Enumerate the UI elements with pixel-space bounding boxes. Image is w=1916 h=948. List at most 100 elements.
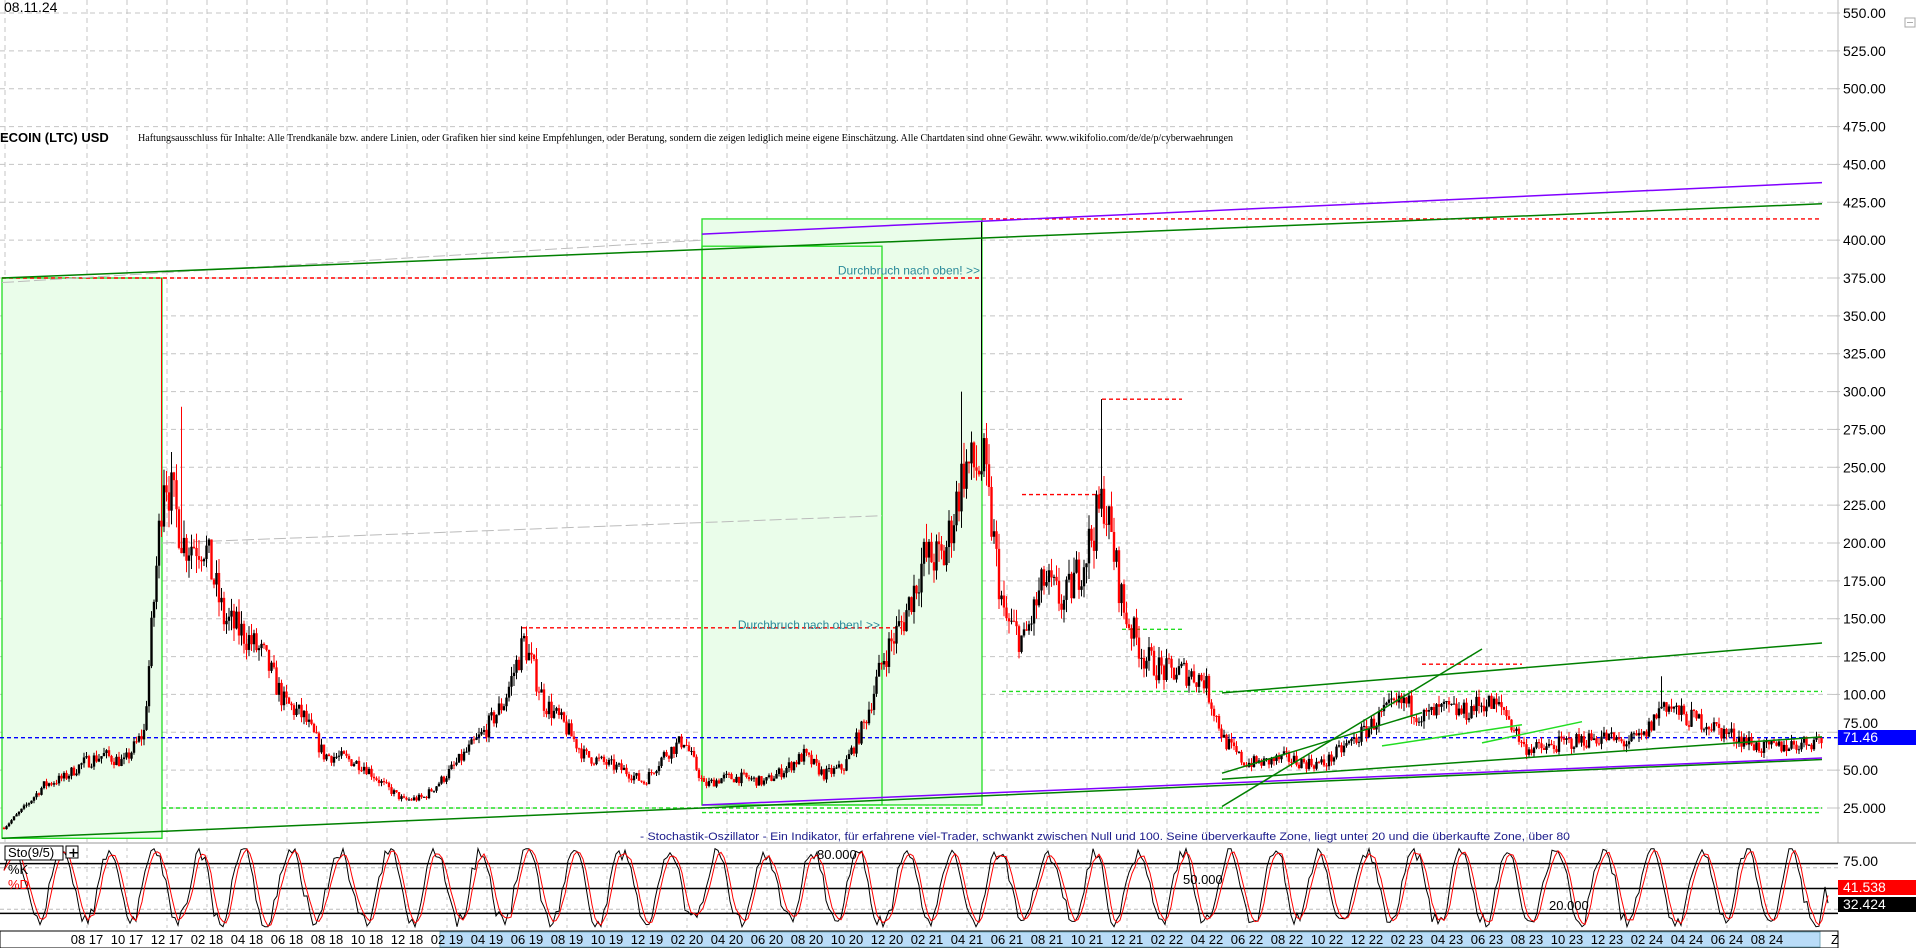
candle-body	[1717, 723, 1721, 728]
candle-body	[1107, 506, 1111, 525]
candle-body	[165, 485, 168, 493]
candle-body	[1312, 765, 1316, 769]
candle-body	[1222, 734, 1226, 738]
candle-body	[975, 467, 978, 471]
candle-body	[940, 544, 943, 551]
candle-body	[780, 768, 783, 778]
candle-body	[575, 739, 578, 749]
candle-body	[347, 755, 351, 760]
candle-body	[1157, 657, 1161, 681]
candle-body	[1315, 761, 1318, 769]
candle-body	[747, 776, 751, 780]
candle-body	[332, 756, 336, 763]
trend-lines[interactable]	[1, 181, 1823, 840]
candle-body	[1752, 744, 1756, 751]
candle-body	[597, 757, 601, 759]
candle-body	[1695, 711, 1698, 719]
candle-body	[1327, 754, 1331, 767]
candle-body	[610, 759, 613, 761]
time-tick-label: 08 20	[791, 932, 824, 947]
candle-body	[1572, 747, 1576, 749]
annotations: Durchbruch nach oben! >> Durchbruch nach …	[738, 263, 980, 631]
candle-body	[1380, 711, 1383, 713]
candle-body	[1267, 758, 1271, 765]
candle-body	[45, 781, 48, 786]
candle-body	[167, 492, 171, 511]
candle-body	[1730, 728, 1733, 733]
candle-body	[1262, 758, 1266, 766]
candle-body	[470, 739, 473, 745]
candle-body	[812, 758, 816, 765]
candle-body	[375, 778, 378, 780]
k-value: 32.424	[1843, 896, 1886, 912]
candle-body	[130, 752, 133, 759]
time-tick-label: 10 17	[111, 932, 144, 947]
candle-body	[1785, 744, 1788, 752]
candle-body	[1477, 696, 1481, 707]
price-tick-label: 475.00	[1843, 119, 1886, 135]
candle-body	[1405, 697, 1408, 704]
candle-body	[1060, 603, 1063, 610]
candle-body	[500, 703, 503, 711]
candle-body	[605, 761, 608, 765]
candle-body	[685, 744, 688, 746]
candle-body	[1265, 758, 1268, 760]
candle-body	[367, 768, 371, 775]
candle-body	[737, 776, 741, 784]
candle-body	[1480, 705, 1483, 707]
candle-body	[190, 546, 193, 556]
candle-body	[1347, 741, 1351, 744]
candle-body	[420, 794, 423, 798]
candle-body	[1490, 695, 1493, 709]
candle-body	[1400, 695, 1403, 704]
candle-body	[770, 775, 773, 781]
collapse-icon[interactable]	[1904, 17, 1916, 28]
candle-body	[1585, 745, 1588, 748]
green-trend-line	[1221, 642, 1823, 694]
candle-body	[1702, 729, 1706, 731]
price-axis[interactable]: 550.00 525.00 500.00 475.00 450.00 425.00 400.…	[1832, 5, 1886, 816]
candle-body	[55, 783, 58, 785]
candle-body	[50, 783, 53, 785]
price-tick-label: 75.00	[1843, 715, 1878, 731]
candle-body	[1057, 580, 1061, 604]
level-20-label: 20.000	[1549, 898, 1589, 913]
candle-body	[210, 539, 213, 580]
candle-body	[1122, 584, 1126, 613]
candle-body	[447, 769, 451, 779]
candle-body	[1692, 709, 1696, 712]
candle-body	[247, 635, 251, 650]
candle-body	[735, 776, 738, 783]
candle-body	[692, 750, 696, 757]
candle-body	[1722, 728, 1726, 739]
candle-body	[1640, 733, 1643, 735]
candle-body	[1777, 741, 1781, 746]
green-trend-line	[1, 203, 1823, 279]
candle-body	[675, 742, 678, 754]
candle-body	[322, 744, 326, 760]
price-tick-label: 100.00	[1843, 686, 1886, 702]
time-tick-label: 08 17	[71, 932, 104, 947]
d-legend: %D	[8, 877, 29, 892]
candle-body	[1515, 728, 1518, 731]
candle-body	[1595, 738, 1598, 744]
add-indicator-button[interactable]	[65, 845, 79, 859]
candle-body	[432, 790, 436, 792]
time-tick-label: 02 21	[911, 932, 944, 947]
candle-body	[60, 775, 63, 779]
candle-body	[1180, 663, 1183, 667]
candle-body	[457, 753, 461, 763]
indicator-label-box[interactable]	[4, 845, 64, 861]
candle-body	[615, 764, 618, 770]
candle-body	[710, 779, 713, 782]
d-value: 41.538	[1843, 879, 1886, 895]
candle-body	[452, 764, 456, 766]
candle-body	[847, 754, 851, 760]
candle-body	[425, 796, 428, 799]
time-axis-selection[interactable]	[439, 931, 1821, 948]
candle-body	[1367, 728, 1371, 738]
candlestick-series	[2, 221, 1823, 830]
candle-body	[1665, 702, 1668, 712]
candle-body	[1325, 765, 1328, 767]
